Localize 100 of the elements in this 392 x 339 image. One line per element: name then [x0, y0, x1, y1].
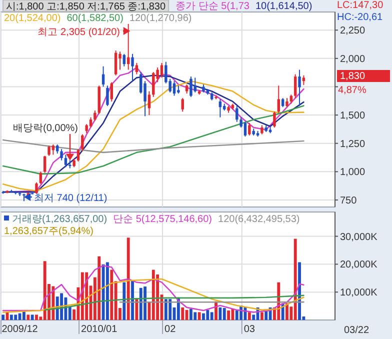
x-tick-label: 2009/12 — [2, 324, 38, 335]
y-tick-label: 10,000K — [340, 288, 378, 299]
candlestick — [248, 122, 251, 136]
y-tick-label: 2,000 — [340, 54, 366, 65]
candlestick — [181, 98, 184, 112]
candlestick — [302, 74, 306, 86]
candlestick — [281, 98, 284, 108]
bar — [30, 314, 34, 320]
text: HC:-20,61 — [337, 12, 384, 23]
bar — [164, 299, 168, 320]
text: 4,87% — [338, 85, 366, 96]
bar — [248, 312, 251, 320]
candlestick — [273, 111, 276, 128]
candlestick — [185, 84, 188, 94]
candlestick — [85, 124, 88, 134]
text: 1,830 — [340, 71, 366, 82]
bar — [294, 238, 297, 320]
y-tick-label: 30,000K — [340, 232, 378, 243]
text: 20(1,524,00) — [4, 13, 61, 24]
bar — [206, 310, 210, 320]
candlestick — [81, 134, 84, 152]
candlestick — [60, 148, 63, 161]
candlestick — [298, 69, 301, 106]
y-tick-label: 1,250 — [340, 138, 366, 150]
bar — [2, 314, 5, 320]
annotation: 1,263,657주(5,94%) — [4, 226, 94, 237]
candlestick — [122, 53, 126, 67]
bar — [35, 314, 38, 320]
bar — [22, 311, 26, 320]
candlestick — [43, 155, 46, 174]
candlestick — [39, 171, 42, 185]
bar — [168, 299, 172, 320]
candlestick — [172, 80, 176, 96]
y-tick-label: 20,000K — [340, 260, 378, 271]
candlestick — [64, 154, 68, 168]
text: 종가 단순 5(1,73 — [176, 1, 250, 12]
x-tick-label: 03 — [244, 324, 256, 335]
candlestick — [218, 98, 222, 118]
candlestick — [102, 66, 105, 88]
bar — [131, 280, 134, 320]
text: 단순 5(12,575,146,60) — [113, 214, 212, 225]
bar — [98, 256, 101, 320]
candlestick — [131, 53, 134, 82]
bar — [139, 288, 142, 320]
bar — [152, 270, 155, 320]
line-series — [2, 139, 304, 154]
candlestick — [190, 76, 192, 98]
chart-title: 시:1,800 고:1,850 저:1,765 종:1,830 — [6, 2, 166, 12]
candlestick — [277, 85, 280, 114]
bar — [122, 282, 126, 320]
text: 60(1,582,50) — [66, 13, 124, 24]
y-tick-label: 1,000 — [340, 167, 366, 178]
text: 10(1,614,50) — [255, 1, 312, 12]
bar — [194, 312, 197, 320]
candlestick — [56, 144, 59, 154]
candlestick — [89, 116, 92, 128]
candlestick — [118, 51, 122, 70]
bar — [198, 312, 201, 320]
candlestick — [244, 121, 247, 138]
line-series — [2, 105, 304, 175]
candlestick — [110, 82, 113, 102]
text: 120(1,270,96) — [129, 13, 192, 24]
candlestick — [194, 77, 196, 93]
text: 120(6,432,495,53) — [218, 214, 300, 225]
candlestick — [94, 110, 96, 122]
candlestick — [52, 144, 55, 156]
x-tick-label: 02 — [164, 324, 176, 335]
candlestick — [106, 85, 109, 106]
candlestick — [260, 124, 264, 135]
candlestick — [48, 145, 50, 156]
bar — [218, 307, 222, 320]
bar — [181, 307, 184, 320]
y-tick-label: 2,250 — [340, 26, 366, 37]
annotation: 배당락(0,00%) — [12, 123, 78, 134]
candlestick — [114, 50, 118, 76]
annotation: 최저 740 (12/11) — [34, 193, 108, 204]
text: LC:147,30 — [337, 0, 384, 11]
bar — [222, 308, 226, 320]
bar — [110, 270, 114, 320]
candlestick — [135, 62, 138, 75]
text: 03/22 — [344, 325, 370, 336]
bar — [202, 313, 205, 320]
candlestick — [286, 98, 288, 108]
bar — [298, 262, 301, 320]
candlestick — [35, 182, 38, 194]
bar — [14, 314, 18, 320]
bar — [227, 310, 230, 320]
candlestick — [152, 72, 155, 98]
x-tick-label: 2010/01 — [81, 324, 118, 335]
y-tick-label: 1,500 — [340, 110, 366, 122]
candlestick — [290, 94, 293, 104]
bar — [26, 314, 30, 320]
legend-label: 거래량(1,263,657,00) — [12, 214, 108, 225]
annotation: 최고 2,305 (01/20) — [38, 27, 120, 38]
candlestick — [76, 148, 80, 162]
candlestick — [294, 74, 297, 99]
candlestick — [160, 62, 164, 78]
bar — [10, 314, 13, 320]
bar — [286, 303, 288, 320]
bar — [144, 286, 146, 320]
